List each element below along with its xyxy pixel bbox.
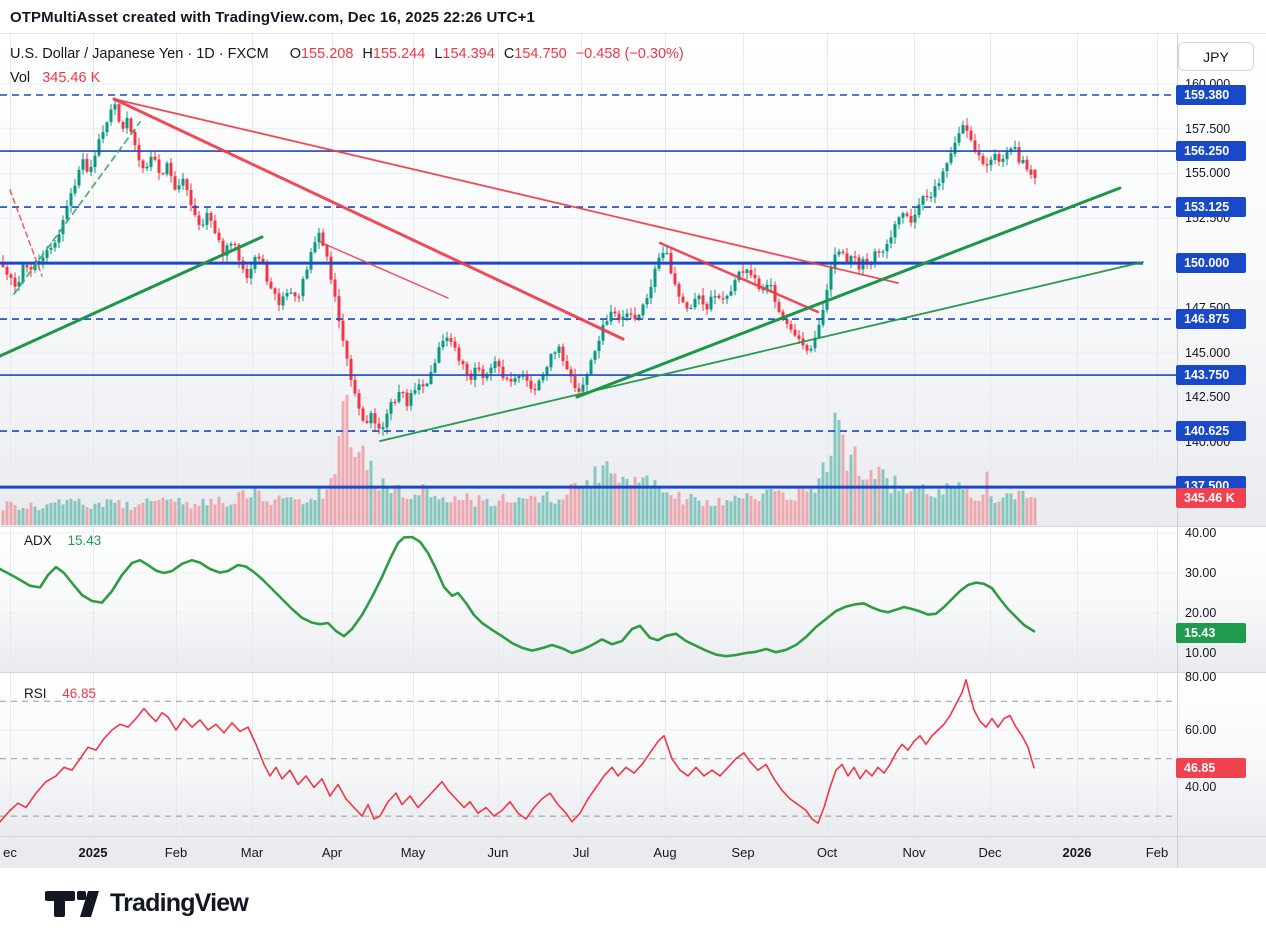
rsi-label: RSI	[24, 686, 47, 701]
scale-label: 20.00	[1185, 606, 1217, 620]
time-axis-label: Feb	[1145, 845, 1169, 860]
trendline-red-fan-thick	[112, 97, 625, 341]
adx-line	[0, 535, 1036, 658]
time-axis-label: Sep	[731, 845, 755, 860]
trendline-green-thin-main	[379, 261, 1144, 442]
scale-label: 142.500	[1185, 390, 1231, 404]
trendline-red-sept-short	[658, 241, 820, 314]
scale-label: 145.000	[1185, 346, 1231, 360]
volume-bars	[1, 394, 1037, 525]
time-axis-label: 2025	[78, 845, 108, 860]
ohlc-label-L: L	[434, 46, 443, 62]
rsi-legend[interactable]: RSI 46.85	[24, 686, 96, 701]
ohlc-value-H: 155.244	[372, 46, 426, 62]
symbol-legend[interactable]: U.S. Dollar / Japanese Yen · 1D · FXCM O1…	[10, 46, 684, 62]
trendline-green-thick-main	[575, 186, 1122, 399]
change-value: −0.458 (−0.30%)	[575, 46, 684, 62]
trendline-red-march-short	[319, 241, 449, 299]
time-axis-label: Feb	[164, 845, 188, 860]
brand-name: TradingView	[110, 889, 249, 917]
adx-legend[interactable]: ADX 15.43	[24, 533, 101, 548]
time-axis-label: Jun	[487, 845, 509, 860]
adx-value: 15.43	[67, 533, 102, 548]
time-axis-label: Mar	[240, 845, 264, 860]
ohlc-label-H: H	[362, 46, 373, 62]
ohlc-values: O155.208 H155.244 L154.394 C154.750	[281, 46, 567, 62]
scale-label: 40.00	[1185, 526, 1217, 540]
trendline-red-dashed-left	[9, 189, 43, 277]
axis-badge: 143.750	[1176, 365, 1246, 385]
scale-label: 30.00	[1185, 566, 1217, 580]
tradingview-logo-icon	[45, 890, 99, 917]
axis-badge: 140.625	[1176, 421, 1246, 441]
axis-badge: 159.380	[1176, 85, 1246, 105]
time-axis-label: 2026	[1062, 845, 1092, 860]
ohlc-label-O: O	[289, 46, 301, 62]
time-axis-label: Aug	[653, 845, 677, 860]
trendline-red-fan-thin	[113, 98, 899, 284]
axis-badge: 150.000	[1176, 253, 1246, 273]
scale-label: 155.000	[1185, 166, 1231, 180]
axis-badge: 156.250	[1176, 141, 1246, 161]
time-axis-label: ec	[3, 845, 17, 860]
brand-footer[interactable]: TradingView	[45, 889, 249, 918]
ohlc-value-C: 154.750	[514, 46, 567, 62]
ohlc-value-L: 154.394	[442, 46, 495, 62]
scale-label: 60.00	[1185, 723, 1217, 737]
volume-label: Vol	[10, 70, 31, 86]
time-axis-label: Apr	[321, 845, 343, 860]
trendline-green-dashed-left	[13, 121, 141, 295]
time-axis-label: Nov	[902, 845, 926, 860]
currency-button[interactable]: JPY	[1178, 42, 1254, 71]
ohlc-value-O: 155.208	[300, 46, 354, 62]
adx-label: ADX	[24, 533, 52, 548]
axis-badge: 345.46 K	[1176, 488, 1246, 508]
axis-badge: 153.125	[1176, 197, 1246, 217]
symbol-description: U.S. Dollar / Japanese Yen · 1D · FXCM	[10, 46, 269, 62]
time-axis-label: Jul	[572, 845, 590, 860]
axis-badge: 46.85	[1176, 758, 1246, 778]
scale-label: 10.00	[1185, 646, 1217, 660]
scale-label: 40.00	[1185, 780, 1217, 794]
scale-label: 80.00	[1185, 670, 1217, 684]
time-axis-label: May	[400, 845, 426, 860]
volume-value: 345.46 K	[42, 70, 101, 86]
scale-label: 157.500	[1185, 122, 1231, 136]
axis-badge: 15.43	[1176, 623, 1246, 643]
trendline-green-thick-left	[0, 235, 264, 358]
time-axis-label: Dec	[978, 845, 1002, 860]
ohlc-label-C: C	[503, 46, 515, 62]
volume-legend[interactable]: Vol 345.46 K	[10, 70, 100, 86]
rsi-line	[0, 678, 1035, 825]
time-axis-label: Oct	[816, 845, 838, 860]
rsi-value: 46.85	[62, 686, 97, 701]
axis-badge: 146.875	[1176, 309, 1246, 329]
